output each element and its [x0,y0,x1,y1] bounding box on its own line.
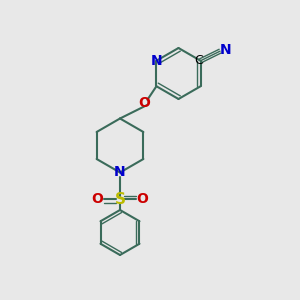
Text: N: N [151,54,162,68]
Text: O: O [136,193,148,206]
Text: S: S [115,192,125,207]
Text: C: C [195,54,203,67]
Text: O: O [139,96,150,110]
Text: N: N [114,166,126,179]
Text: N: N [220,43,231,57]
Text: O: O [92,193,104,206]
